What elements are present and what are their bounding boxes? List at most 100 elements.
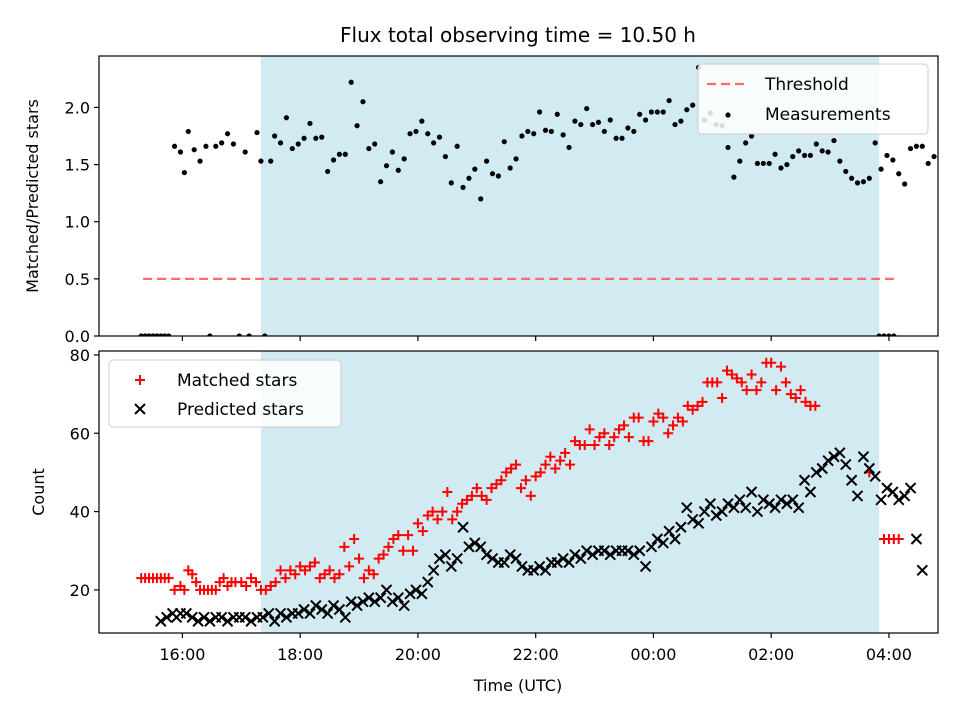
measurement-point [778,165,784,171]
predicted-star-point [445,560,457,573]
predicted-star-point [292,607,304,620]
matched-star-point [339,541,350,552]
predicted-star-point [675,521,687,533]
matched-star-point [565,459,576,470]
matched-star-point [481,494,492,505]
predicted-star-point [704,498,717,510]
predicted-star-point [840,458,852,471]
predicted-star-point [351,599,363,612]
measurement-point [366,145,372,152]
measurement-point [413,128,419,135]
measurement-point [790,153,796,160]
matched-star-point [471,483,482,494]
matched-star-point [163,573,174,584]
predicted-star-point [180,607,193,620]
measurement-point [572,118,578,124]
matched-star-point [251,577,262,588]
measurement-point [454,143,460,149]
measurement-point [601,128,607,135]
measurement-point [431,140,437,146]
predicted-star-point [734,494,746,506]
measurement-point [642,117,649,123]
predicted-star-point [215,611,228,624]
measurement-point [548,128,554,135]
measurement-point [272,133,278,139]
matched-star-point [712,377,723,388]
measurement-point [181,169,187,176]
predicted-star-point [339,611,352,624]
predicted-star-point [510,552,522,565]
predicted-star-point [333,603,346,616]
predicted-star-point [304,607,316,620]
matched-star-point [324,565,335,576]
predicted-star-point [557,552,569,565]
predicted-star-point [221,615,234,627]
matched-star-point [334,569,345,580]
measurement-point [336,151,343,157]
predicted-star-point [669,533,681,545]
x-tick-label: 00:00 [630,645,676,664]
matched-star-point [368,569,379,580]
predicted-star-point [161,611,173,624]
measurement-point [907,145,914,152]
matched-star-point [169,584,180,595]
matched-star-point [633,412,644,423]
predicted-star-point [816,462,828,475]
matched-star-point [408,545,419,556]
measurement-point [919,143,925,149]
measurement-point [672,121,678,128]
y-tick-label: 60 [70,424,90,443]
measurement-point [348,79,354,85]
matched-star-point [218,573,229,584]
measurement-point [801,152,808,159]
predicted-star-point [374,592,387,604]
matched-star-point [584,424,595,435]
matched-star-point [618,420,629,431]
legend-predicted-swatch [134,403,146,415]
predicted-star-point [875,494,887,506]
matched-star-point [717,393,728,403]
predicted-star-point [657,537,669,549]
series-predicted-stars [155,447,929,627]
series-matched-stars [136,357,904,595]
measurement-point [425,131,431,137]
measurement-point [813,141,819,147]
predicted-star-point [769,501,781,514]
predicted-star-point [586,548,599,561]
measurement-point [177,149,184,155]
measurement-point [542,127,549,133]
measurement-point [531,131,537,137]
predicted-star-point [745,486,758,498]
measurement-point [419,118,425,124]
predicted-star-point [893,494,905,506]
predicted-star-point [155,615,167,627]
predicted-star-point [410,584,422,596]
matched-star-point [398,545,409,556]
predicted-star-point [327,599,340,612]
legend-threshold-label: Threshold [764,75,849,95]
matched-star-point [520,475,531,486]
measurement-point [301,135,307,141]
y-tick-label: 1.5 [65,156,90,175]
matched-star-point [452,506,463,517]
predicted-star-point [533,560,546,573]
measurement-point [203,143,209,149]
predicted-star-point [633,545,646,557]
measurement-point [289,145,295,152]
measurement-point [525,128,531,135]
measurement-point [743,140,749,146]
predicted-star-point [498,556,510,569]
matched-star-point [780,377,791,388]
chart-title: Flux total observing time = 10.50 h [340,23,696,47]
measurement-point [507,165,513,171]
predicted-star-point [357,595,369,608]
predicted-star-point [775,494,787,506]
predicted-star-point [881,482,893,494]
measurement-point [401,156,407,162]
matched-star-point [535,467,546,478]
y-axis-title: Matched/Predicted stars [23,99,42,293]
predicted-star-point [345,595,357,608]
matched-star-point [668,420,679,431]
matched-star-point [775,361,786,372]
measurement-point [560,132,566,138]
